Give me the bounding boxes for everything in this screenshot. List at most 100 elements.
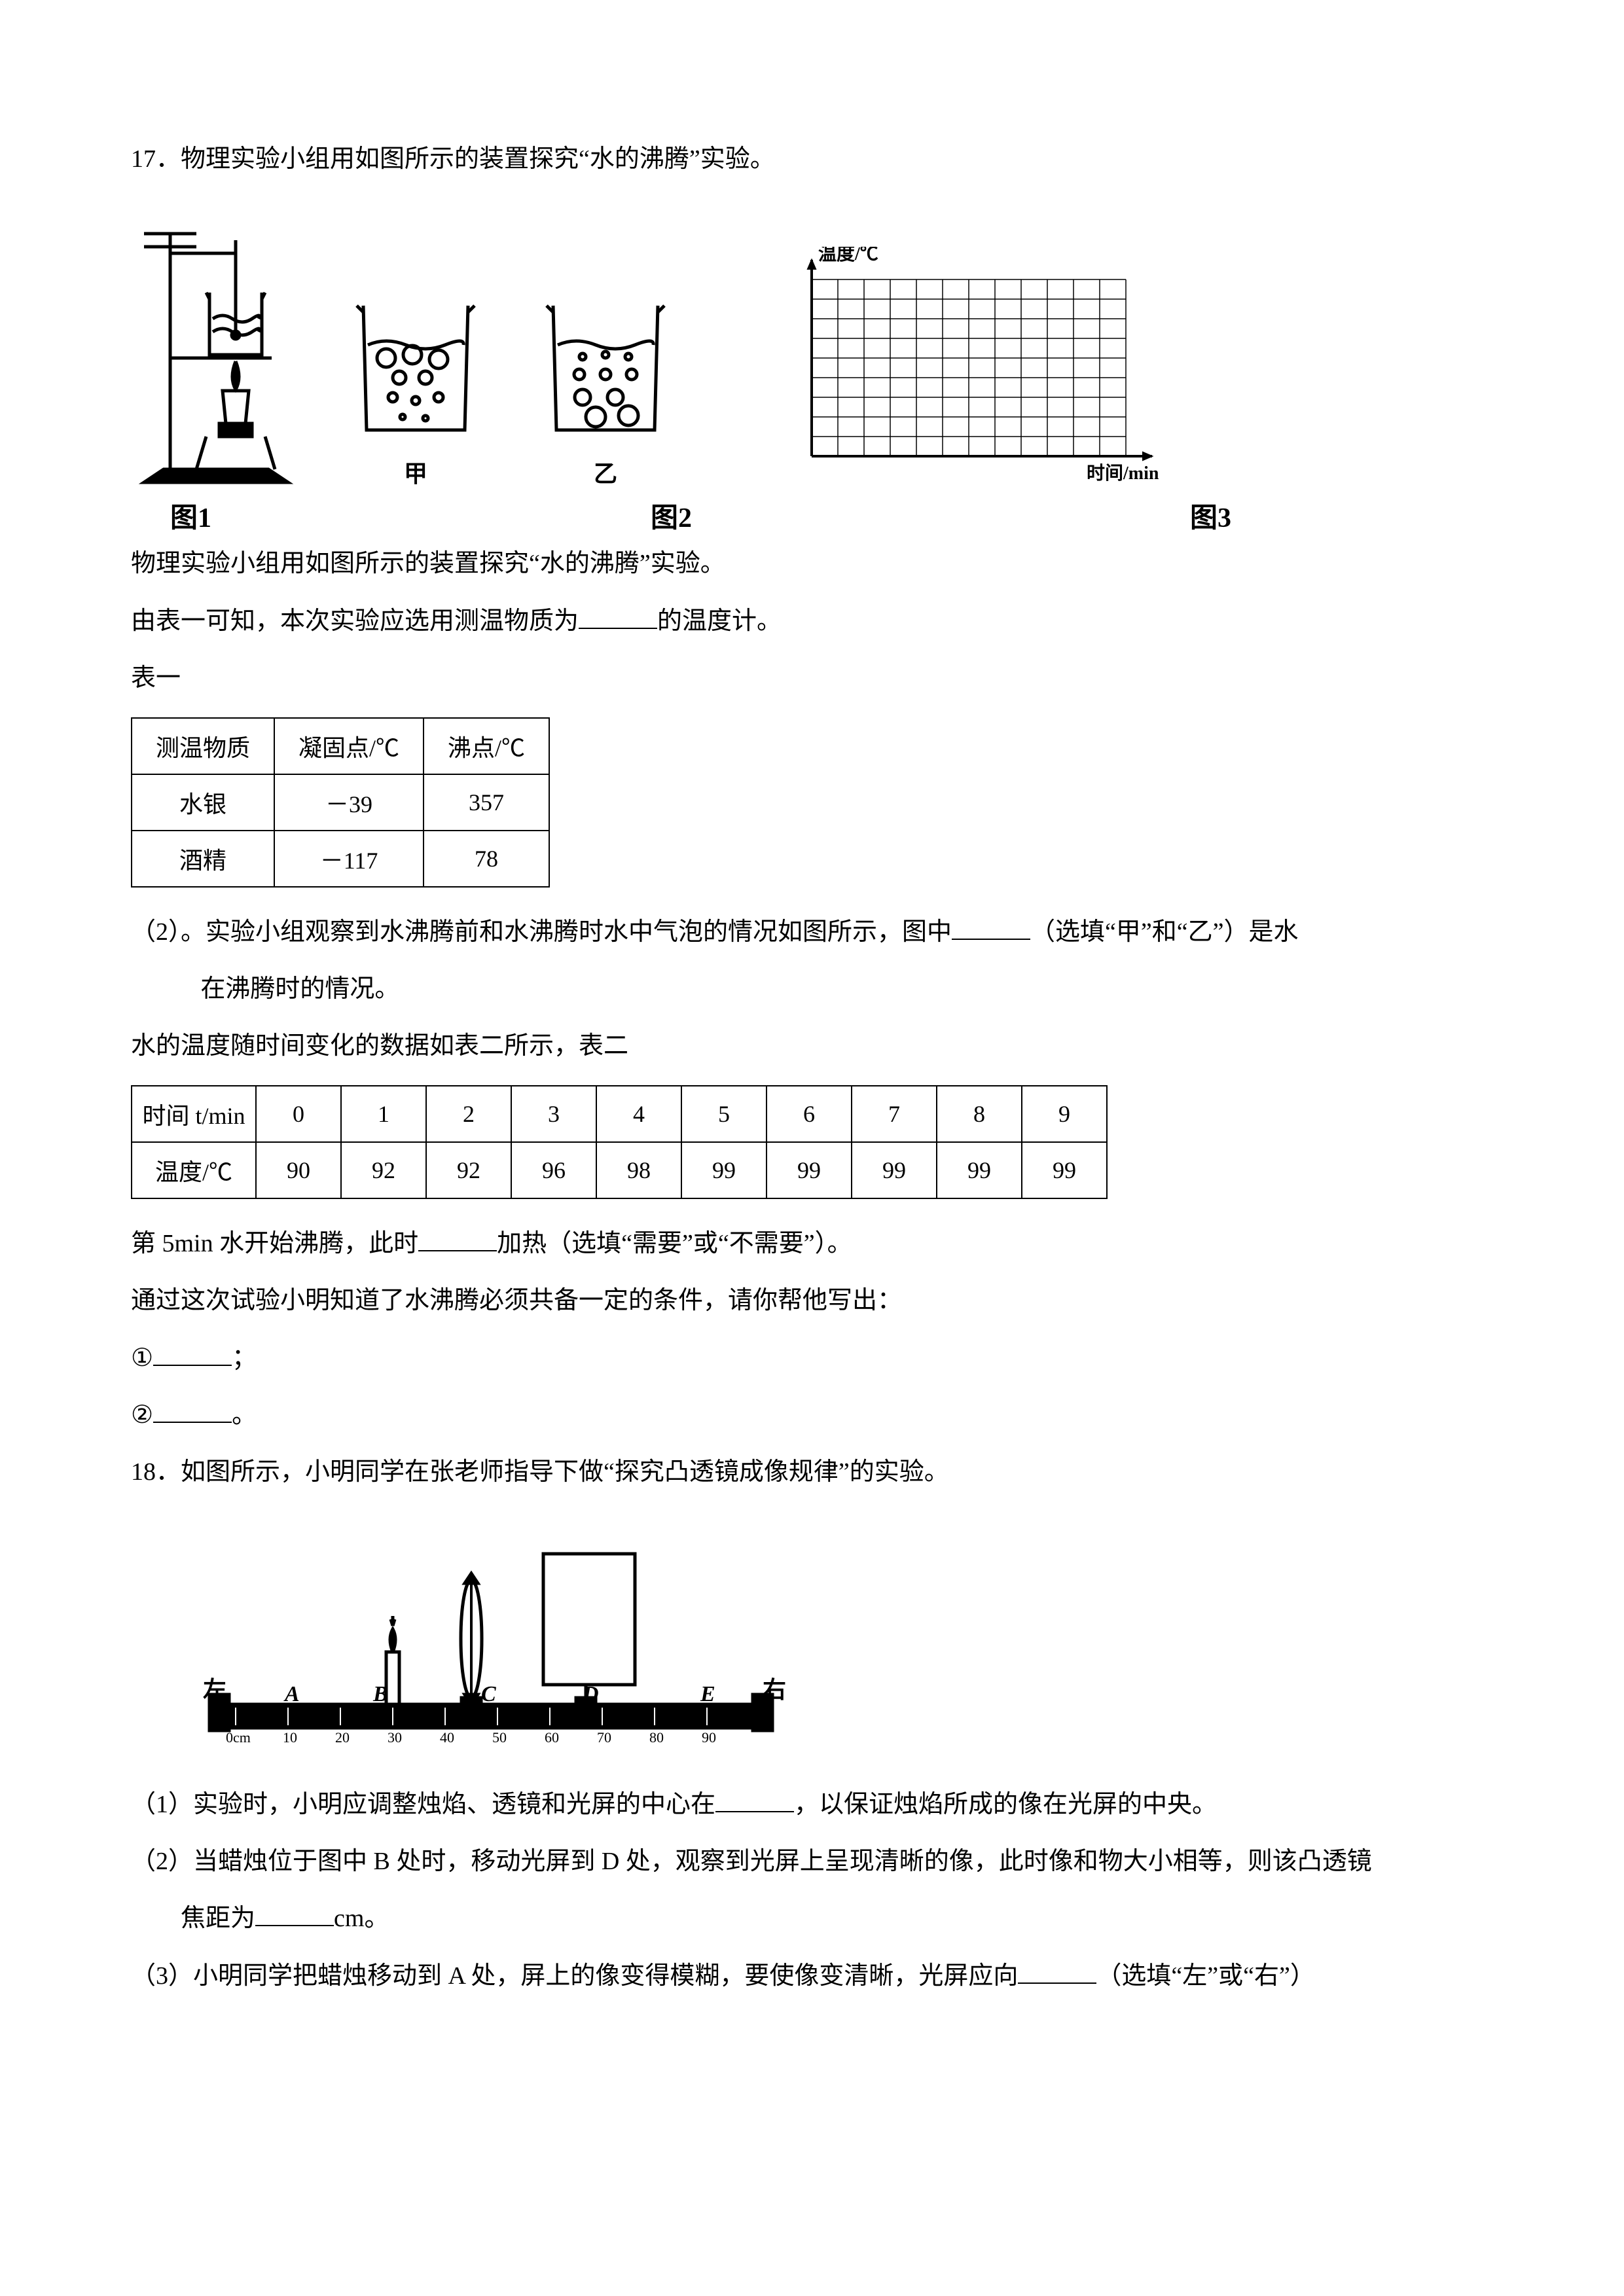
q18-figure: 左 右 A B C D E 0cm 10 20 30 40 50 60 70 8… — [196, 1515, 1493, 1757]
svg-text:10: 10 — [283, 1729, 297, 1746]
t2-h6: 5 — [681, 1086, 767, 1142]
svg-text:20: 20 — [335, 1729, 350, 1746]
q17-line2-b: （选填“甲”和“乙”）是水 — [1030, 918, 1298, 946]
svg-text:40: 40 — [440, 1729, 454, 1746]
beaker-jia-svg — [340, 286, 491, 450]
cond2-num: ② — [131, 1401, 153, 1429]
t2-r10: 99 — [1022, 1142, 1107, 1198]
svg-text:C: C — [481, 1682, 496, 1706]
q18-number: 18． — [131, 1458, 181, 1486]
beaker-yi-svg — [530, 286, 681, 450]
q18-p2-b: 焦距为 — [181, 1905, 255, 1932]
q17-line2c: 在沸腾时的情况。 — [131, 961, 1493, 1018]
table1-h1: 凝固点/℃ — [274, 718, 424, 774]
q18-p3: （3）小明同学把蜡烛移动到 A 处，屏上的像变得模糊，要使像变清晰，光屏应向 （选… — [131, 1948, 1493, 2005]
q18-intro-text: 如图所示，小明同学在张老师指导下做“探究凸透镜成像规律”的实验。 — [181, 1458, 949, 1486]
q17-cond2: ②。 — [131, 1387, 1493, 1444]
q18-p1-a: （1）实验时，小明应调整烛焰、透镜和光屏的中心在 — [131, 1791, 715, 1818]
t2-h9: 8 — [937, 1086, 1022, 1142]
t2-h0: 时间 t/min — [132, 1086, 256, 1142]
fig1-label: 图1 — [170, 495, 211, 535]
svg-text:B: B — [372, 1682, 388, 1706]
svg-text:70: 70 — [597, 1729, 611, 1746]
t2-r1: 90 — [256, 1142, 341, 1198]
table1-r0c0: 水银 — [132, 774, 274, 831]
svg-text:30: 30 — [388, 1729, 402, 1746]
chart-xlabel: 时间/min — [1087, 463, 1159, 484]
svg-text:60: 60 — [545, 1729, 559, 1746]
t2-r8: 99 — [852, 1142, 937, 1198]
fig-label-row: 图1 图2 图3 — [131, 495, 1493, 535]
q17-line3: 水的温度随时间变化的数据如表二所示，表二 — [131, 1018, 1493, 1075]
q18-p1: （1）实验时，小明应调整烛焰、透镜和光屏的中心在 ，以保证烛焰所成的像在光屏的中央… — [131, 1776, 1493, 1833]
blank-focal — [255, 1901, 334, 1926]
q18-p1-b: ，以保证烛焰所成的像在光屏的中央。 — [794, 1791, 1217, 1818]
q17-intro-text: 物理实验小组用如图所示的装置探究“水的沸腾”实验。 — [181, 145, 775, 173]
blank-center — [715, 1787, 794, 1812]
svg-text:0cm: 0cm — [226, 1729, 251, 1746]
table-row: 水银 －39 357 — [132, 774, 549, 831]
chart-svg: 温度/℃ 时间/min — [772, 247, 1178, 489]
cond1-b: ； — [232, 1344, 257, 1372]
t2-h2: 1 — [341, 1086, 426, 1142]
q18-p3-b: （选填“左”或“右”） — [1096, 1962, 1314, 1990]
t2-r4: 96 — [511, 1142, 596, 1198]
t2-r0: 温度/℃ — [132, 1142, 256, 1198]
table1: 测温物质 凝固点/℃ 沸点/℃ 水银 －39 357 酒精 －117 78 — [131, 717, 550, 888]
beaker-jia-label: 甲 — [404, 455, 427, 489]
blank-cond2 — [153, 1398, 232, 1423]
fig2-label: 图2 — [651, 495, 692, 535]
table1-r1c2: 78 — [424, 831, 549, 887]
table1-h2: 沸点/℃ — [424, 718, 549, 774]
t2-h8: 7 — [852, 1086, 937, 1142]
svg-text:右: 右 — [763, 1677, 785, 1703]
fig3-chart: 温度/℃ 时间/min — [772, 247, 1178, 489]
q17-number: 17． — [131, 145, 181, 173]
t2-r9: 99 — [937, 1142, 1022, 1198]
table1-h0: 测温物质 — [132, 718, 274, 774]
t2-h5: 4 — [596, 1086, 681, 1142]
q18-p2: （2）当蜡烛位于图中 B 处时，移动光屏到 D 处，观察到光屏上呈现清晰的像，此… — [131, 1833, 1493, 1890]
table-row: 温度/℃ 90 92 92 96 98 99 99 99 99 99 — [132, 1142, 1107, 1198]
q17-cond1: ①； — [131, 1330, 1493, 1387]
q17-line4-a: 第 5min 水开始沸腾，此时 — [131, 1230, 418, 1257]
t2-h4: 3 — [511, 1086, 596, 1142]
q17-figures: 甲 乙 — [131, 207, 1493, 489]
q17-line2: （2）。实验小组观察到水沸腾前和水沸腾时水中气泡的情况如图所示，图中 （选填“甲”… — [131, 904, 1493, 961]
t2-h3: 2 — [426, 1086, 511, 1142]
svg-text:E: E — [700, 1682, 715, 1706]
table-row: 时间 t/min 0 1 2 3 4 5 6 7 8 9 — [132, 1086, 1107, 1142]
optical-bench-svg: 左 右 A B C D E 0cm 10 20 30 40 50 60 70 8… — [196, 1515, 785, 1757]
blank-heat — [418, 1227, 497, 1251]
beaker-yi-label: 乙 — [594, 455, 617, 489]
t2-h10: 9 — [1022, 1086, 1107, 1142]
q17-thermo-line: 由表一可知，本次实验应选用测温物质为的温度计。 — [131, 593, 1493, 650]
t2-r2: 92 — [341, 1142, 426, 1198]
apparatus-svg — [131, 207, 301, 489]
table1-caption: 表一 — [131, 650, 1493, 707]
blank-cond1 — [153, 1341, 232, 1366]
t2-h7: 6 — [767, 1086, 852, 1142]
q18-p3-a: （3）小明同学把蜡烛移动到 A 处，屏上的像变得模糊，要使像变清晰，光屏应向 — [131, 1962, 1018, 1990]
table2: 时间 t/min 0 1 2 3 4 5 6 7 8 9 温度/℃ 90 92 … — [131, 1085, 1108, 1199]
q17-line2-a: （2）。实验小组观察到水沸腾前和水沸腾时水中气泡的情况如图所示，图中 — [131, 918, 952, 946]
q18-p2b: 焦距为 cm。 — [131, 1890, 1493, 1947]
t2-r3: 92 — [426, 1142, 511, 1198]
blank-thermo — [579, 604, 657, 629]
cond2-b: 。 — [232, 1401, 257, 1429]
fig1-apparatus — [131, 207, 301, 489]
t2-r7: 99 — [767, 1142, 852, 1198]
svg-text:A: A — [283, 1682, 300, 1706]
q17-line5: 通过这次试验小明知道了水沸腾必须共备一定的条件，请你帮他写出： — [131, 1272, 1493, 1329]
table1-r1c0: 酒精 — [132, 831, 274, 887]
q17-intro: 17．物理实验小组用如图所示的装置探究“水的沸腾”实验。 — [131, 131, 1493, 188]
table-row: 酒精 －117 78 — [132, 831, 549, 887]
svg-text:D: D — [582, 1682, 599, 1706]
fig2-beaker-yi: 乙 — [530, 286, 681, 489]
q17-intro2: 物理实验小组用如图所示的装置探究“水的沸腾”实验。 — [131, 535, 1493, 592]
q18-p2-a: （2）当蜡烛位于图中 B 处时，移动光屏到 D 处，观察到光屏上呈现清晰的像，此… — [131, 1848, 1372, 1875]
q18-p2-c: cm。 — [334, 1905, 389, 1932]
q17-line4: 第 5min 水开始沸腾，此时加热（选填“需要”或“不需要”）。 — [131, 1215, 1493, 1272]
svg-text:50: 50 — [492, 1729, 507, 1746]
table1-r0c2: 357 — [424, 774, 549, 831]
